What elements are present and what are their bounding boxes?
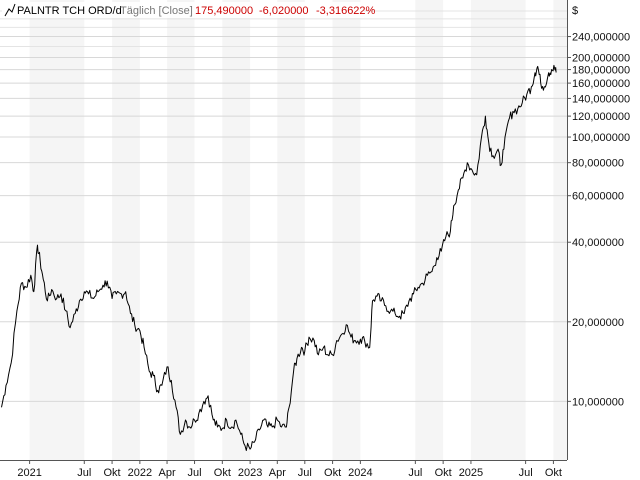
x-tick-label: Okt (214, 467, 231, 479)
x-tick-label: 2024 (348, 467, 372, 479)
y-tick-label: 80,000000 (572, 158, 624, 170)
legend-change-percent: -3,316622% (316, 5, 376, 17)
x-axis: 2021 Jul Okt 2022 Apr Jul Okt 2023 Apr Jul Okt 2024… (17, 460, 562, 479)
y-tick-label: 20,000000 (572, 317, 624, 329)
x-tick-label: Okt (324, 467, 341, 479)
x-tick-label: Okt (435, 467, 452, 479)
x-tick-label: Jul (519, 467, 533, 479)
y-tick-label: 10,000000 (572, 396, 624, 408)
x-tick-label: Jul (408, 467, 422, 479)
x-tick-label: 2025 (459, 467, 483, 479)
y-tick-label: 200,000000 (572, 52, 630, 64)
legend-change: -6,020000 (259, 5, 309, 17)
quarter-band (553, 0, 567, 460)
quarter-band (222, 0, 251, 460)
x-tick-label: Jul (188, 467, 202, 479)
legend-instrument: PALNTR TCH ORD/d (17, 5, 122, 17)
x-tick-label: Apr (158, 467, 175, 479)
quarter-band (29, 0, 85, 460)
plot-frame (0, 0, 568, 461)
x-tick-label: Okt (545, 467, 562, 479)
x-tick-label: 2022 (128, 467, 152, 479)
legend-background (2, 2, 364, 18)
series-layer (1, 64, 557, 451)
quarter-band (167, 0, 195, 460)
x-tick-label: 2021 (17, 467, 41, 479)
quarter-band (277, 0, 305, 460)
line-series-icon (4, 3, 16, 17)
x-tick-label: Jul (298, 467, 312, 479)
y-tick-label: 100,000000 (572, 132, 630, 144)
currency-label: $ (572, 5, 578, 17)
y-tick-label: 240,000000 (572, 32, 630, 44)
legend-last-value: 175,490000 (195, 5, 253, 17)
y-tick-label: 120,000000 (572, 111, 630, 123)
y-tick-label: 160,000000 (572, 78, 630, 90)
x-tick-label: 2023 (238, 467, 262, 479)
y-axis: 10,000000 20,000000 40,000000 60,000000 80,0… (567, 32, 630, 408)
y-tick-label: 180,000000 (572, 65, 630, 77)
x-tick-label: Okt (104, 467, 121, 479)
legend: PALNTR TCH ORD/d Täglich [Close] 175,490… (2, 2, 376, 18)
x-tick-label: Jul (77, 467, 91, 479)
quarter-bands (29, 0, 567, 460)
y-tick-label: 40,000000 (572, 237, 624, 249)
quarter-band (415, 0, 444, 460)
quarter-band (112, 0, 140, 460)
quarter-band (470, 0, 526, 460)
y-tick-label: 140,000000 (572, 93, 630, 105)
legend-mode: Täglich [Close] (120, 5, 193, 17)
y-tick-label: 60,000000 (572, 191, 624, 203)
price-line-series-0 (1, 64, 557, 451)
quarter-band (332, 0, 361, 460)
x-tick-label: Apr (269, 467, 286, 479)
